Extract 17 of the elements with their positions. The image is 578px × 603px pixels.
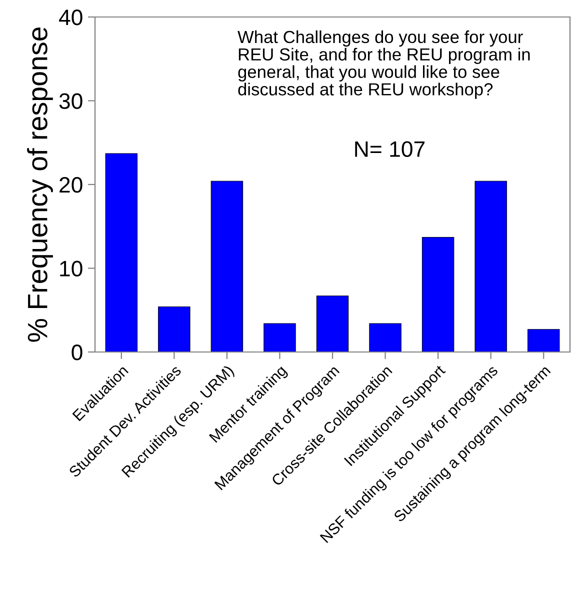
annotation: What Challenges do you see for your REU Site, and for the REU program in general, that you would like to see discussed at the REU workshop? bbox=[238, 30, 530, 99]
y-tick-label: 20 bbox=[60, 177, 82, 193]
y-tick-label: 30 bbox=[59, 93, 82, 110]
annotation: N= 107 bbox=[355, 141, 425, 157]
y-tick-label: 10 bbox=[60, 260, 82, 277]
bar bbox=[369, 323, 402, 352]
y-tick-label: 40 bbox=[58, 10, 82, 26]
bar bbox=[210, 180, 244, 352]
bar bbox=[528, 329, 560, 352]
y-tick-label: 0 bbox=[72, 344, 82, 360]
bar bbox=[474, 180, 507, 352]
bar bbox=[158, 306, 190, 352]
bar bbox=[264, 323, 296, 352]
bar bbox=[422, 236, 454, 352]
y-axis-title: % Frequency of response bbox=[27, 27, 53, 342]
bar bbox=[316, 296, 349, 352]
bar bbox=[105, 153, 138, 352]
